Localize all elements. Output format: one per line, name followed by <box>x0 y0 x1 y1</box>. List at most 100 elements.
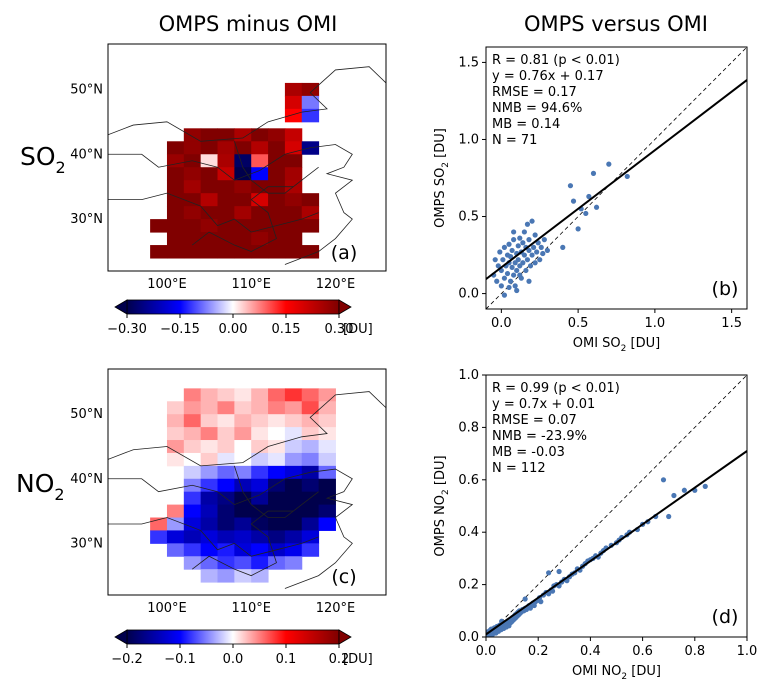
grid-cell <box>268 414 286 428</box>
grid-cell <box>301 504 320 519</box>
scatter-panel-d: 0.0 0.2 0.4 0.6 0.8 1.0 0.0 0.2 0.4 0.6 0.8 1.0 R = … <box>433 368 757 682</box>
grid-cell <box>217 440 235 454</box>
colorbar-tick-label: −0.2 <box>111 652 143 667</box>
grid-cell <box>251 530 269 544</box>
grid-cell <box>284 427 303 441</box>
grid-cell <box>251 388 269 402</box>
grid-cell <box>166 414 185 428</box>
grid-cell <box>268 388 286 402</box>
panel-letter: (d) <box>712 606 739 628</box>
data-point <box>514 267 520 274</box>
grid-cell <box>234 491 252 506</box>
lon-tick-label: 110°E <box>231 277 271 292</box>
grid-cell <box>251 543 269 557</box>
grid-cell <box>200 167 219 181</box>
data-point <box>556 568 562 575</box>
grid-cell <box>284 82 303 97</box>
grid-cell <box>166 206 185 220</box>
grid-cell <box>217 206 235 220</box>
regression-line <box>486 79 747 280</box>
boundary-line <box>108 66 386 142</box>
boundary-line <box>191 510 294 577</box>
stat-line: MB = 0.14 <box>492 117 560 132</box>
stat-line: MB = -0.03 <box>492 445 565 460</box>
grid-cell <box>150 530 168 544</box>
data-point <box>520 240 526 246</box>
grid-cell <box>217 543 235 557</box>
boundary-line <box>108 192 319 233</box>
grid-cell <box>301 401 320 415</box>
grid-cell <box>301 440 320 454</box>
plot-frame <box>485 46 748 310</box>
data-point <box>511 272 517 278</box>
grid-cell <box>318 440 336 454</box>
grid-cell <box>200 427 219 441</box>
grid-cell <box>217 530 235 544</box>
data-point <box>506 284 512 291</box>
grid-cell <box>183 452 202 467</box>
grid-cell <box>234 427 252 441</box>
grid-cell <box>268 154 286 168</box>
data-point <box>549 588 556 594</box>
grid-cell <box>268 128 286 142</box>
y-tick-label: 0.0 <box>458 630 479 645</box>
grid-cell <box>318 452 336 467</box>
grid-cell <box>183 491 202 506</box>
data-point <box>501 292 508 298</box>
grid-cell <box>217 517 235 531</box>
stat-line: RMSE = 0.07 <box>492 413 577 428</box>
grid-cell <box>200 440 219 454</box>
data-point <box>544 247 551 254</box>
boundary-line <box>108 144 354 265</box>
row-label-no2: NO2 <box>16 469 65 504</box>
grid-cell <box>166 141 185 155</box>
grid-cell <box>183 141 202 155</box>
grid-cell <box>183 128 202 142</box>
grid-cell <box>318 504 336 519</box>
grid-cell <box>166 440 185 454</box>
grid-cell <box>251 401 269 415</box>
y-tick-label: 0.6 <box>458 473 479 488</box>
panel-letter: (c) <box>331 566 356 588</box>
grid-cell <box>301 388 320 402</box>
grid-cell <box>183 219 202 233</box>
grid-cell <box>234 206 252 220</box>
grid-cell <box>301 193 320 207</box>
grid-cell <box>234 504 252 519</box>
grid-cell <box>217 414 235 428</box>
grid-cell <box>166 167 185 181</box>
boundary-line <box>108 391 386 467</box>
data-point <box>529 218 535 224</box>
grid-cell <box>217 427 235 441</box>
plot-area <box>486 375 747 637</box>
data-point <box>540 250 546 257</box>
grid-cell <box>200 556 219 570</box>
grid-cell <box>251 219 269 233</box>
grid-cell <box>234 478 252 493</box>
grid-cell <box>234 128 252 142</box>
grid-cell <box>200 517 219 531</box>
data-point <box>586 193 592 200</box>
grid-cell <box>217 154 235 168</box>
grid-cell <box>234 232 252 246</box>
data-point <box>507 278 514 284</box>
grid-cell <box>251 414 269 428</box>
grid-cell <box>284 232 303 246</box>
grid-cell <box>200 504 219 519</box>
grid-cell <box>268 530 286 544</box>
grid-cell <box>183 517 202 531</box>
grid-cell <box>268 465 286 480</box>
grid-cell <box>234 193 252 207</box>
colorbar-tick-label: −0.1 <box>164 652 196 667</box>
grid-cell <box>166 543 185 557</box>
grid-cell <box>301 95 320 110</box>
y-axis-label: OMPS NO2 [DU] <box>433 455 451 556</box>
grid-cell <box>217 180 235 194</box>
map-area <box>108 44 386 271</box>
data-point <box>530 244 537 250</box>
data-point <box>666 513 672 520</box>
lon-tick-label: 100°E <box>147 277 187 292</box>
grid-cell <box>217 128 235 142</box>
colorbar-gradient <box>126 629 340 645</box>
grid-cell <box>251 154 269 168</box>
